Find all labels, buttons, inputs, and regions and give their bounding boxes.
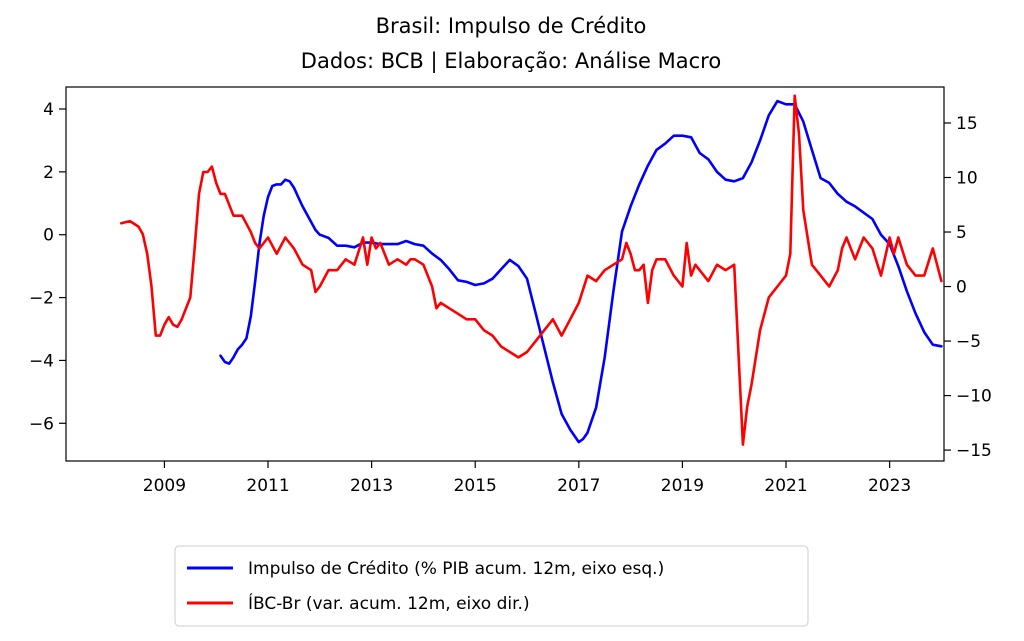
series-line-ibc-br: [120, 94, 943, 446]
y-right-tick-label: 10: [956, 169, 978, 189]
x-tick-label: 2021: [764, 476, 807, 496]
y-right-tick-label: −10: [956, 387, 992, 407]
y-axis-left: 4 2 0 −2 −4 −6: [29, 100, 66, 434]
y-left-tick-label: −2: [29, 289, 54, 309]
x-tick-label: 2017: [557, 476, 600, 496]
y-right-tick-label: 5: [956, 223, 967, 243]
legend-label-impulso: Impulso de Crédito (% PIB acum. 12m, eix…: [248, 559, 664, 579]
x-tick-label: 2009: [143, 476, 186, 496]
x-axis: 2009 2011 2013 2015 2017 2019 2021 2023: [143, 461, 911, 496]
y-left-tick-label: 4: [43, 100, 54, 120]
chart-title: Brasil: Impulso de Crédito: [376, 14, 647, 38]
x-tick-label: 2013: [350, 476, 393, 496]
series-line-impulso-credito: [219, 99, 943, 444]
plot-frame: [65, 86, 945, 462]
y-left-tick-label: 2: [43, 163, 54, 183]
legend-label-ibc-br: ÍBC-Br (var. acum. 12m, eixo dir.): [248, 592, 530, 614]
x-tick-label: 2023: [868, 476, 911, 496]
x-tick-label: 2015: [454, 476, 497, 496]
x-tick-label: 2019: [661, 476, 704, 496]
y-axis-right: 15 10 5 0 −5 −10 −15: [944, 114, 992, 461]
y-left-tick-label: −4: [29, 351, 54, 371]
y-right-tick-label: 15: [956, 114, 978, 134]
chart-subtitle: Dados: BCB | Elaboração: Análise Macro: [301, 49, 721, 74]
y-left-tick-label: 0: [43, 226, 54, 246]
series-layer: [120, 94, 943, 446]
legend-box: [174, 545, 809, 627]
plot-area: 2009 2011 2013 2015 2017 2019 2021 2023 4 2 0 −2 −4…: [29, 86, 992, 496]
y-left-tick-label: −6: [29, 414, 54, 434]
y-right-tick-label: −5: [956, 332, 981, 352]
legend: Impulso de Crédito (% PIB acum. 12m, eix…: [174, 545, 809, 627]
y-right-tick-label: 0: [956, 278, 967, 298]
y-right-tick-label: −15: [956, 441, 992, 461]
x-tick-label: 2011: [246, 476, 289, 496]
